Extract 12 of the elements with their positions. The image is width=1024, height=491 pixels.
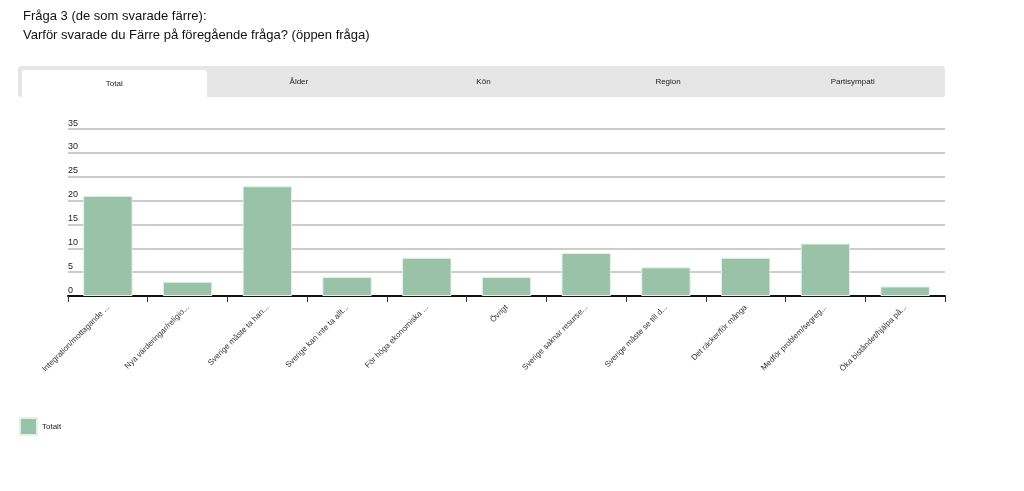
tab-strip: Total Ålder Kön Region Partisympati	[18, 66, 945, 97]
y-tick-label: 0	[68, 284, 74, 295]
y-tick-label: 10	[68, 236, 79, 247]
chart-title: Fråga 3 (de som svarade färre):	[23, 8, 207, 23]
chart-subtitle: Varför svarade du Färre på föregående fråga? (öppen fråga)	[23, 27, 370, 42]
y-tick-label: 5	[68, 260, 74, 271]
y-tick-label: 30	[68, 141, 79, 152]
y-tick-label: 25	[68, 165, 79, 176]
y-tick-label: 15	[68, 212, 79, 223]
y-tick-label: 20	[68, 189, 79, 200]
legend-label: Totalt	[42, 422, 62, 431]
y-tick-label: 35	[68, 117, 79, 128]
